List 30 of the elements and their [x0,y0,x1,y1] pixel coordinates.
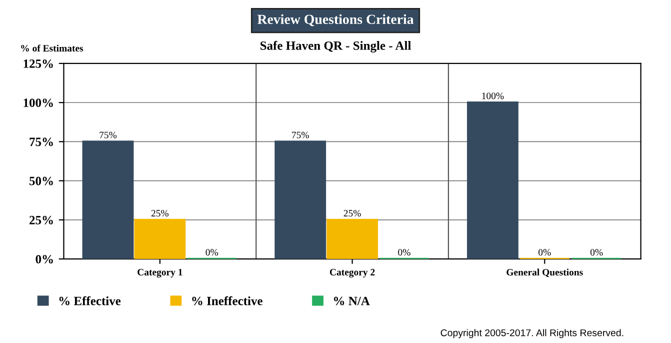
data-label: 0% [538,249,551,256]
y-tick-label: 75% [30,138,53,146]
y-tick-label: 0% [36,254,53,264]
legend-label: % N/A [334,296,370,306]
x-tick-label: Category 2 [330,268,375,278]
data-label: 75% [292,132,309,138]
text: Copyright 2005-2017. All Rights Reserved. [440,329,624,338]
data-label: 0% [398,249,410,256]
y-tick-label: 100% [24,98,53,108]
x-tick-label: Category 1 [138,268,182,278]
bar [82,140,134,259]
y-tick-label: 125% [24,59,53,68]
x-tick-label: General Questions [506,268,583,278]
data-label: 0% [590,249,603,256]
data-label: 0% [206,249,218,256]
y-axis-title: % of Estimates [21,44,84,52]
chart-subtitle: Safe Haven QR - Single - All [260,40,411,52]
chart-title: Review Questions Criteria [257,14,414,26]
data-label: 100% [482,92,504,100]
legend-label: % Effective [59,296,121,306]
data-label: 25% [151,210,168,217]
legend-label: % Ineffective [192,296,262,306]
y-tick-label: 50% [30,176,53,186]
data-label: 25% [344,210,361,217]
bar [466,102,518,259]
bar [274,140,326,259]
bar [134,218,186,259]
bar [326,218,378,259]
data-label: 75% [100,132,117,138]
y-tick-label: 25% [30,216,53,224]
